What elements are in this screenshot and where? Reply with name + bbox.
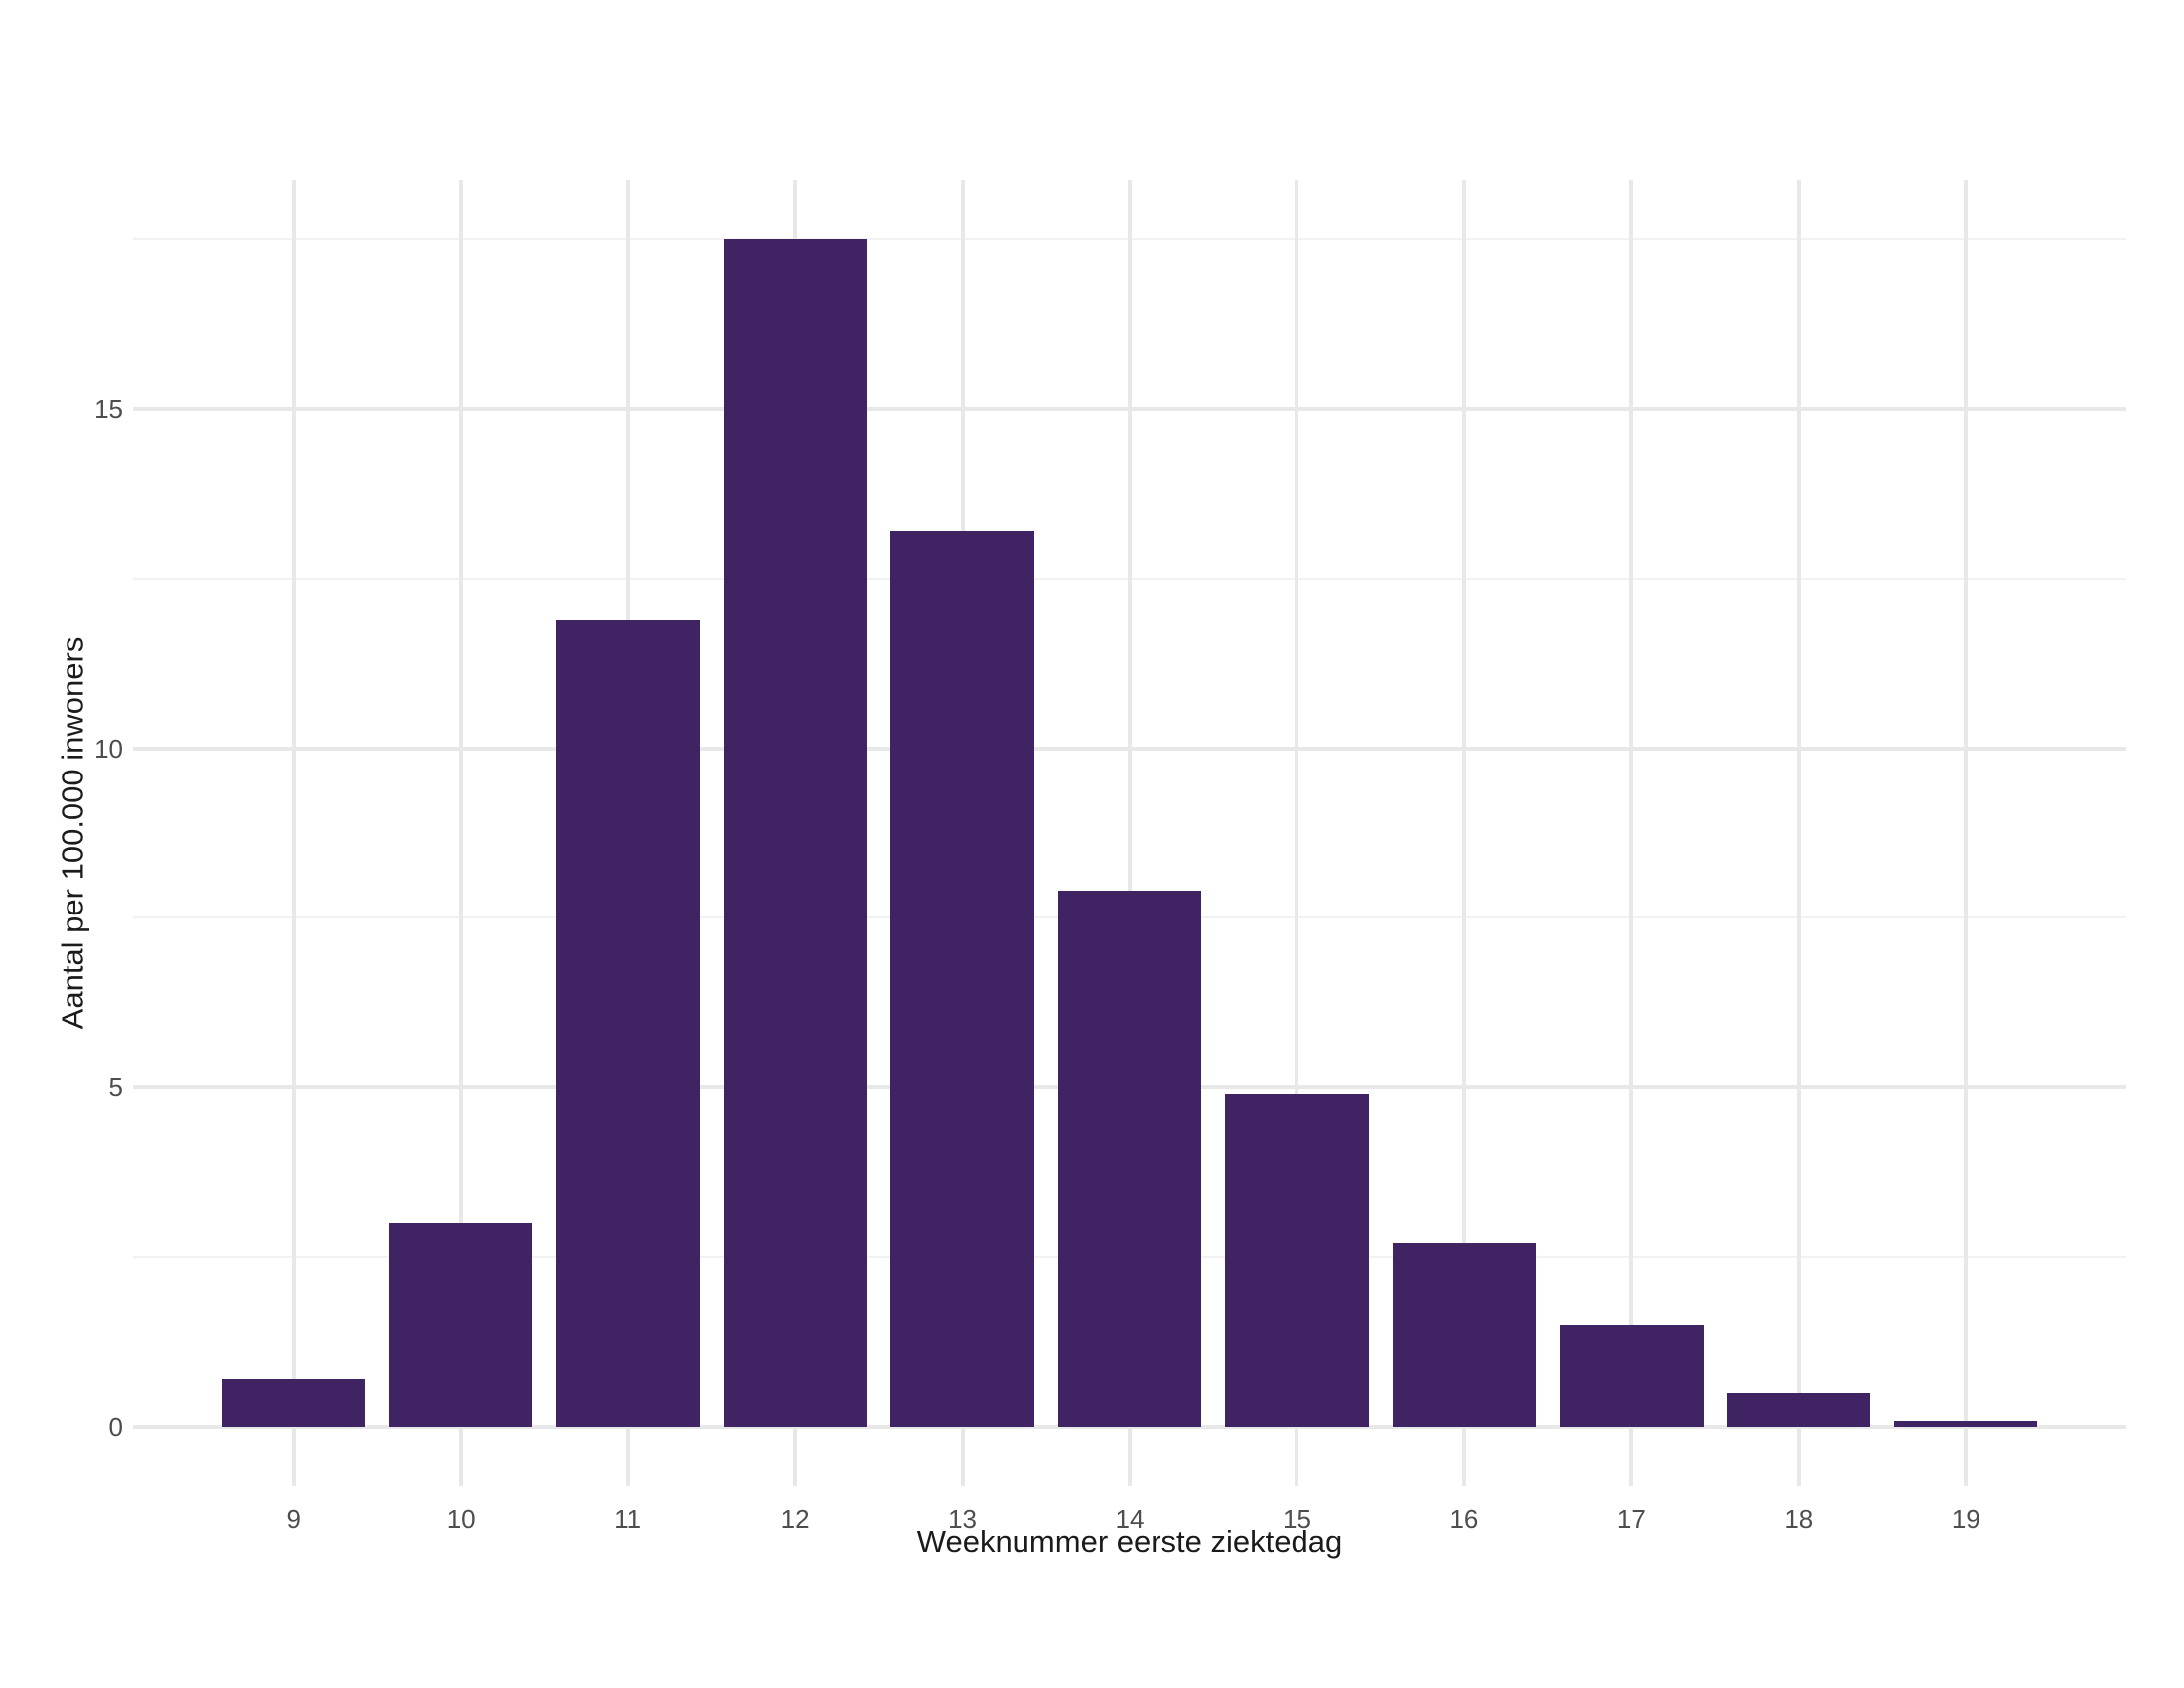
y-tick-label-10: 10 [94,733,123,764]
gridline-x-week-18 [1796,180,1801,1486]
gridline-x-week-14 [1128,180,1132,1486]
bar-week-19 [1894,1421,2038,1427]
x-tick-label-16: 16 [1449,1504,1479,1534]
x-tick-label-14: 14 [1115,1504,1145,1534]
bar-week-13 [890,530,1034,1427]
x-tick-label-18: 18 [1784,1504,1814,1534]
bar-week-14 [1057,891,1202,1427]
x-tick-label-19: 19 [1951,1504,1980,1534]
bar-week-18 [1726,1392,1870,1427]
bar-week-11 [556,619,700,1427]
bar-week-16 [1392,1243,1537,1427]
bar-week-10 [388,1222,533,1427]
x-tick-label-10: 10 [446,1504,476,1534]
x-tick-label-13: 13 [948,1504,977,1534]
x-axis-title: Weeknummer eerste ziektedag [916,1524,1343,1559]
plot-panel [133,180,2126,1486]
bar-week-12 [723,239,868,1427]
y-axis-title: Aantal per 100.000 inwoners [55,636,90,1030]
bar-week-9 [221,1379,365,1427]
gridline-x-week-10 [459,180,464,1486]
gridline-x-week-16 [1461,180,1466,1486]
bar-week-15 [1225,1094,1369,1427]
x-tick-label-12: 12 [780,1504,810,1534]
bar-week-17 [1560,1325,1704,1427]
y-tick-label-5: 5 [108,1072,123,1103]
y-tick-label-0: 0 [108,1411,123,1442]
x-tick-label-17: 17 [1616,1504,1646,1534]
y-tick-label-15: 15 [94,393,123,424]
gridline-x-week-17 [1629,180,1634,1486]
x-tick-label-11: 11 [614,1504,642,1534]
x-tick-label-15: 15 [1282,1504,1311,1534]
gridline-x-week-9 [291,180,296,1486]
x-tick-label-9: 9 [286,1504,301,1534]
gridline-x-week-19 [1964,180,1969,1486]
gridline-x-week-15 [1295,180,1299,1486]
